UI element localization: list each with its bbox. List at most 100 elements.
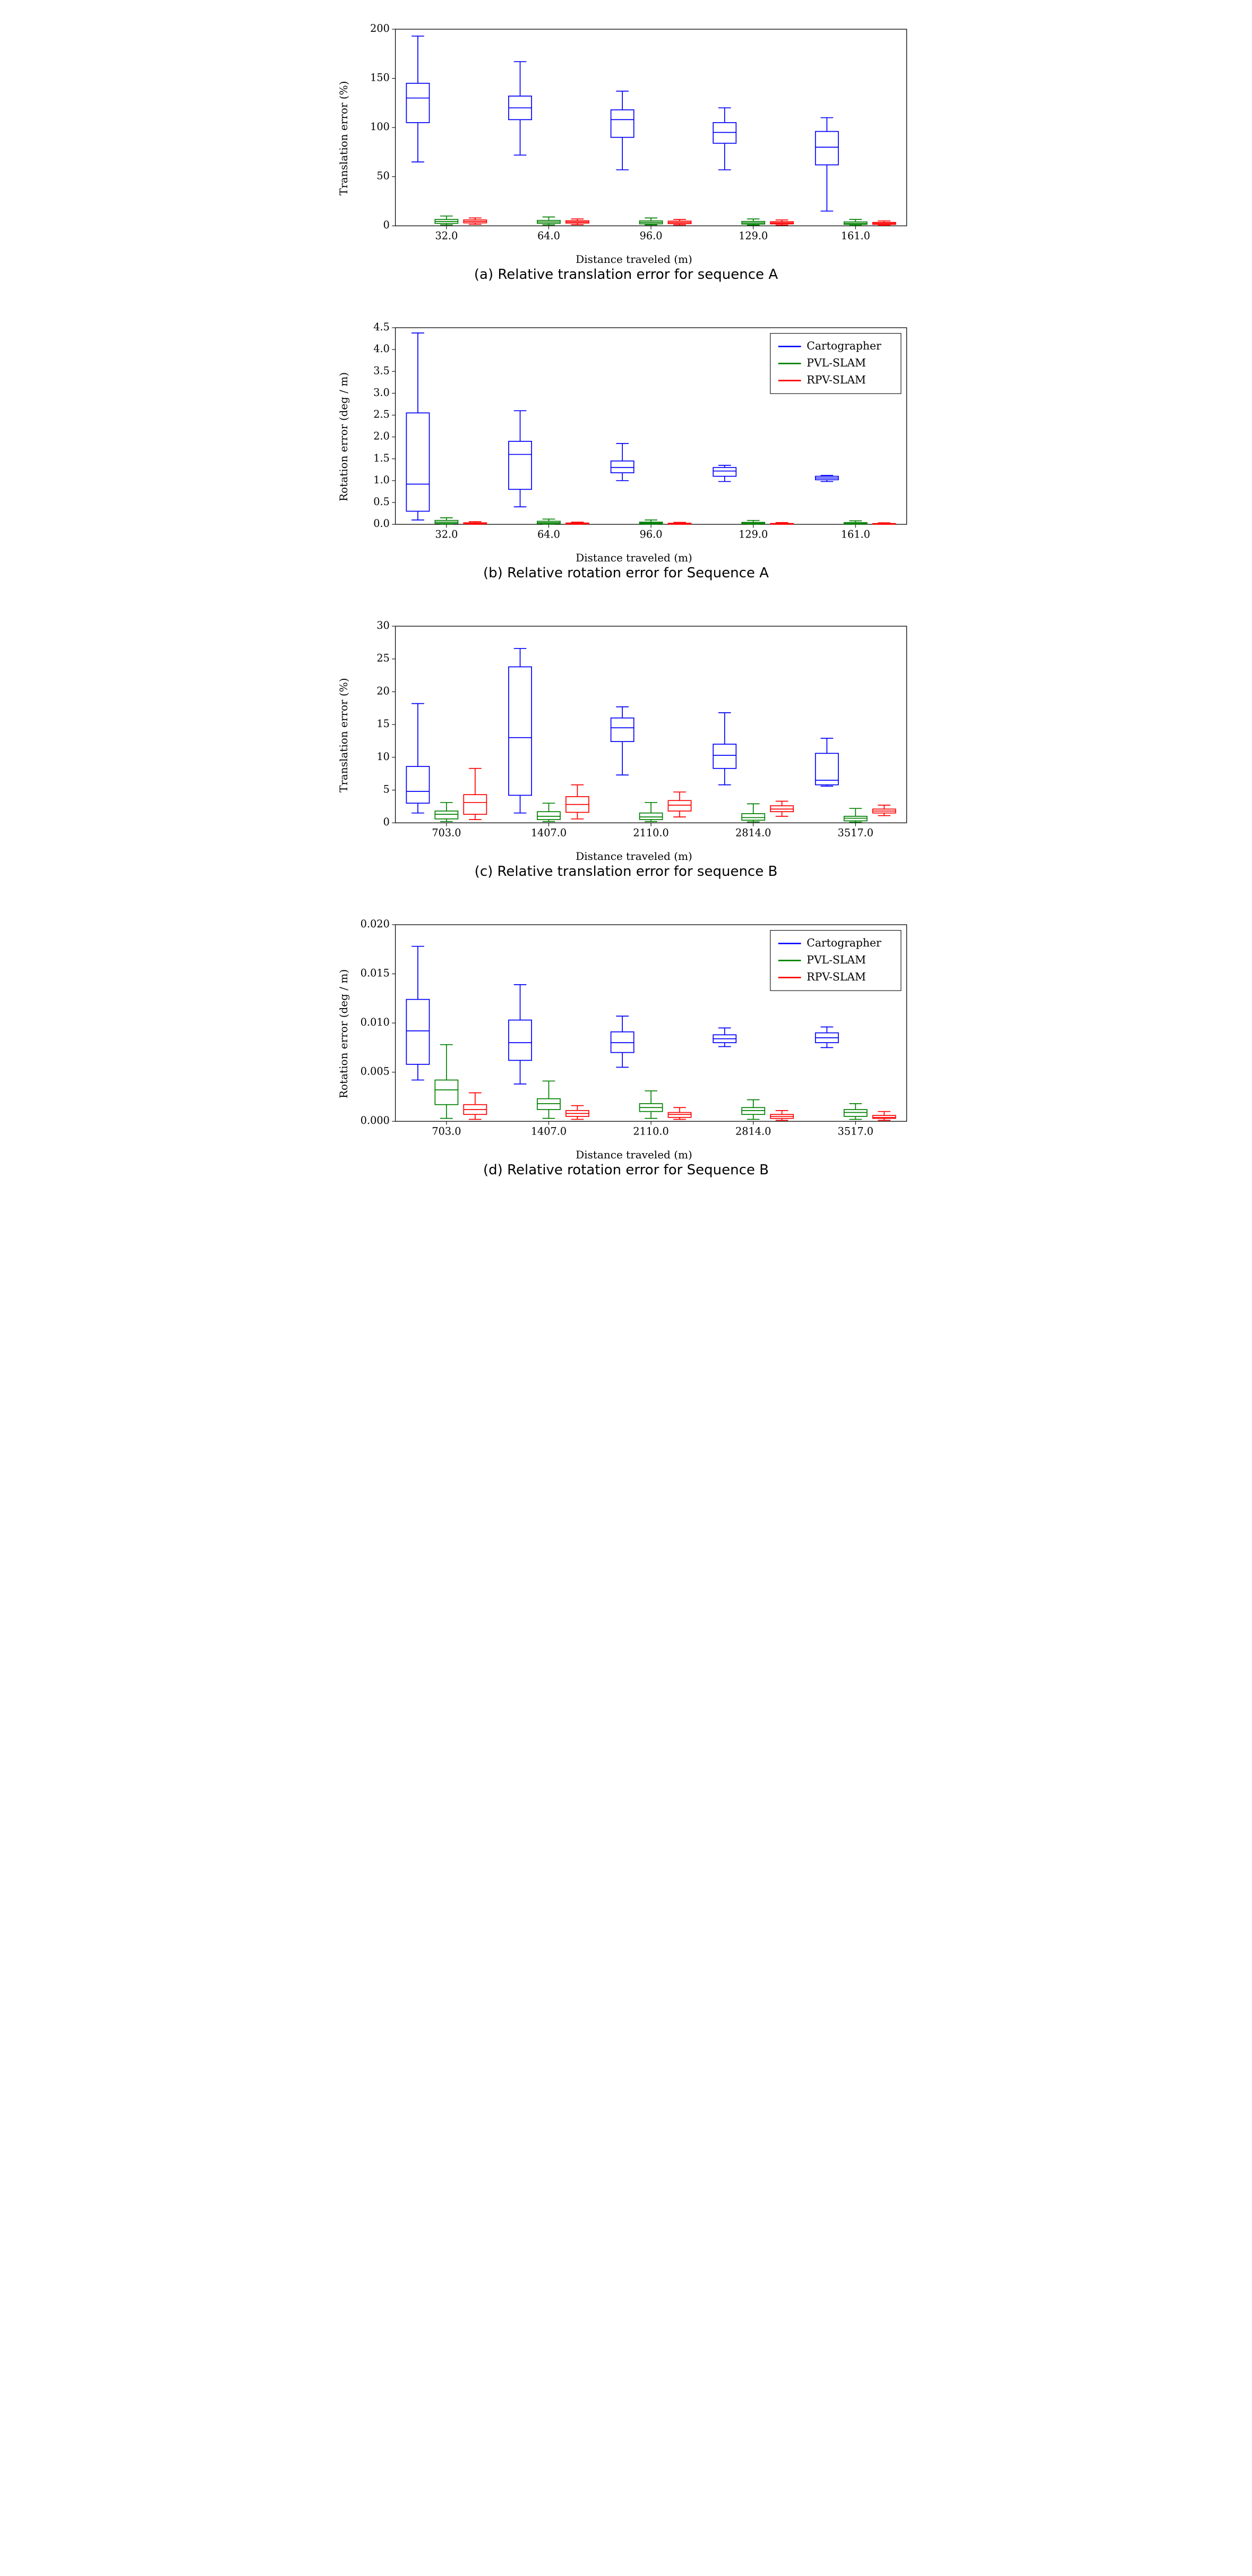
box — [406, 83, 429, 123]
axis-frame — [396, 626, 907, 823]
box — [611, 1032, 634, 1053]
legend-label: RPV-SLAM — [807, 373, 866, 386]
y-tick-label: 1.5 — [373, 452, 390, 464]
x-tick-label: 703.0 — [432, 1125, 461, 1137]
y-tick-label: 2.0 — [373, 430, 390, 442]
y-axis-label: Translation error (%) — [334, 21, 350, 255]
y-tick-label: 100 — [370, 121, 390, 133]
x-axis-label: Distance traveled (m) — [350, 1148, 918, 1161]
legend-label: RPV-SLAM — [807, 970, 866, 983]
y-tick-label: 0.020 — [361, 918, 390, 930]
x-tick-label: 32.0 — [435, 229, 458, 242]
box — [713, 744, 736, 769]
box — [509, 1020, 531, 1061]
box — [406, 1000, 429, 1064]
y-axis-label: Rotation error (deg / m) — [334, 917, 350, 1150]
x-tick-label: 3517.0 — [838, 826, 873, 839]
panel-caption: (d) Relative rotation error for Sequence… — [334, 1162, 918, 1178]
box — [742, 814, 765, 820]
box — [509, 667, 531, 795]
x-tick-label: 129.0 — [739, 528, 768, 540]
y-tick-label: 0 — [383, 816, 390, 828]
panel-caption: (a) Relative translation error for seque… — [334, 267, 918, 283]
plot-svg: 0.0 0.5 1.0 1.5 2.0 2.5 3.0 3.5 4.0 4.5 32.0 64.0 96… — [350, 320, 918, 547]
x-axis-label: Distance traveled (m) — [350, 850, 918, 863]
y-tick-label: 3.0 — [373, 386, 390, 398]
x-tick-label: 703.0 — [432, 826, 461, 839]
plot-svg: 0.000 0.005 0.010 0.015 0.020 703.0 1407.0 2110… — [350, 917, 918, 1144]
x-tick-label: 64.0 — [537, 528, 560, 540]
y-axis-label: Translation error (%) — [334, 618, 350, 852]
y-tick-label: 0.005 — [361, 1065, 390, 1078]
y-tick-label: 1.0 — [373, 474, 390, 486]
y-tick-label: 30 — [376, 619, 390, 632]
box — [435, 1080, 458, 1104]
box — [537, 1099, 560, 1110]
chart-panel-a: Translation error (%) 0 50 100 150 200 32.0 64.… — [334, 21, 918, 283]
chart-panel-d: Rotation error (deg / m)0.0000.0050.0100… — [334, 917, 918, 1178]
box — [816, 131, 838, 165]
x-tick-label: 96.0 — [640, 528, 663, 540]
y-tick-label: 20 — [376, 685, 390, 697]
box — [668, 1113, 691, 1118]
box — [611, 461, 634, 473]
chart-panel-c: Translation error (%) 0 5 10 15 20 25 30 703.0 14… — [334, 618, 918, 880]
legend-label: PVL-SLAM — [807, 953, 866, 966]
x-tick-label: 2814.0 — [735, 1125, 771, 1137]
box — [713, 467, 736, 476]
legend-label: Cartographer — [807, 339, 881, 352]
box — [611, 718, 634, 741]
box — [537, 812, 560, 820]
y-tick-label: 25 — [376, 652, 390, 664]
x-tick-label: 3517.0 — [838, 1125, 873, 1137]
box — [464, 795, 486, 814]
x-tick-label: 129.0 — [739, 229, 768, 242]
y-tick-label: 200 — [370, 22, 390, 35]
box — [640, 813, 663, 820]
box — [873, 1115, 896, 1119]
box — [668, 800, 691, 811]
y-tick-label: 2.5 — [373, 408, 390, 421]
panel-caption: (b) Relative rotation error for Sequence… — [334, 565, 918, 581]
x-tick-label: 161.0 — [841, 528, 870, 540]
y-tick-label: 0.5 — [373, 496, 390, 508]
box — [844, 1110, 867, 1116]
box — [742, 1107, 765, 1114]
y-tick-label: 4.5 — [373, 321, 390, 333]
y-tick-label: 3.5 — [373, 364, 390, 377]
x-tick-label: 1407.0 — [531, 826, 567, 839]
x-tick-label: 32.0 — [435, 528, 458, 540]
x-tick-label: 2814.0 — [735, 826, 771, 839]
figure-root: Translation error (%)05010015020032.064.… — [334, 21, 918, 1178]
y-tick-label: 150 — [370, 72, 390, 84]
plot-svg: 05010015020032.064.096.0129.0161.0 — [350, 21, 918, 249]
y-tick-label: 15 — [376, 718, 390, 730]
x-tick-label: 1407.0 — [531, 1125, 567, 1137]
box — [713, 123, 736, 143]
x-axis-label: Distance traveled (m) — [350, 253, 918, 266]
y-tick-label: 0 — [383, 219, 390, 231]
legend-label: PVL-SLAM — [807, 356, 866, 369]
box — [509, 441, 531, 489]
panel-caption: (c) Relative translation error for seque… — [334, 864, 918, 880]
y-tick-label: 0.010 — [361, 1016, 390, 1028]
chart-panel-b: Rotation error (deg / m) 0.0 0.5 1.0 1.5 2.0 2… — [334, 320, 918, 581]
y-axis-label: Rotation error (deg / m) — [334, 320, 350, 553]
y-tick-label: 10 — [376, 750, 390, 763]
x-tick-label: 64.0 — [537, 229, 560, 242]
box — [406, 413, 429, 511]
x-tick-label: 2110.0 — [633, 1125, 668, 1137]
y-tick-label: 4.0 — [373, 343, 390, 355]
y-tick-label: 0.000 — [361, 1114, 390, 1127]
plot-svg: 0 5 10 15 20 25 30 703.0 1407.0 2110.0 2814.0 3517.… — [350, 618, 918, 846]
box — [435, 811, 458, 819]
legend-label: Cartographer — [807, 936, 881, 949]
y-tick-label: 50 — [376, 170, 390, 182]
axis-frame — [396, 29, 907, 226]
x-tick-label: 2110.0 — [633, 826, 668, 839]
y-tick-label: 0.015 — [361, 967, 390, 979]
box — [611, 110, 634, 138]
y-tick-label: 5 — [383, 783, 390, 795]
y-tick-label: 0.0 — [373, 517, 390, 530]
x-tick-label: 96.0 — [640, 229, 663, 242]
